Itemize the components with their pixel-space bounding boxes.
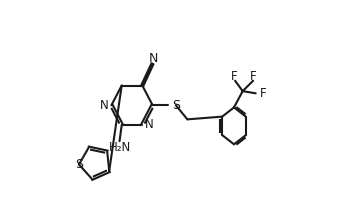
Text: N: N [145,118,154,132]
Text: N: N [149,52,158,65]
Text: F: F [259,87,266,100]
Text: N: N [100,99,109,112]
Text: H₂N: H₂N [108,141,131,154]
Text: F: F [250,70,257,83]
Text: S: S [172,99,180,112]
Text: S: S [75,158,83,171]
Text: F: F [231,70,237,83]
